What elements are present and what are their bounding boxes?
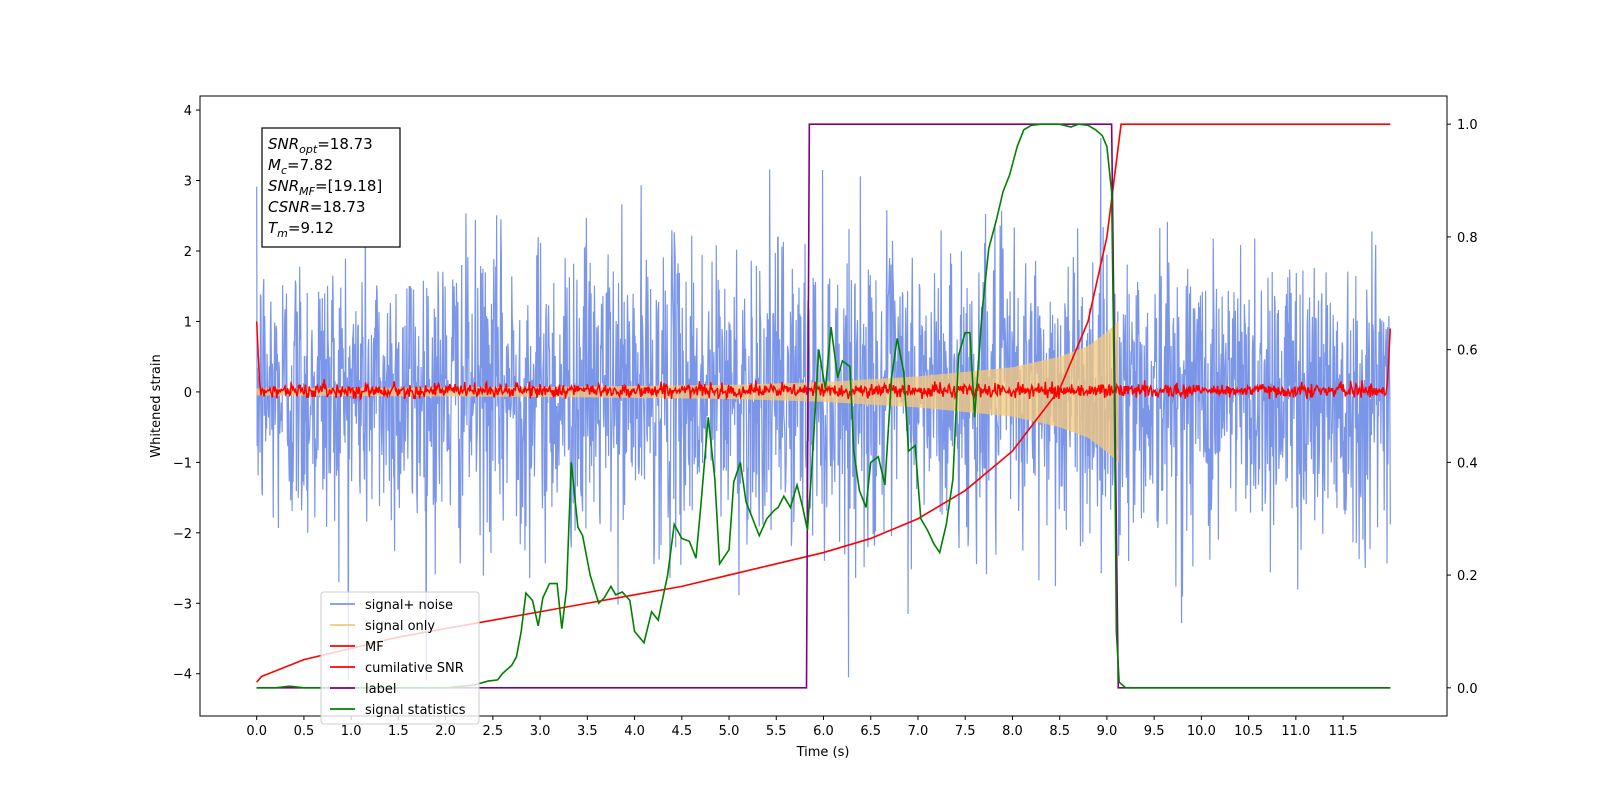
legend-entry: MF [365, 640, 384, 655]
series-mf [255, 321, 1392, 402]
legend: signal+ noise signal only MF cumilative SNR… [320, 591, 480, 725]
x-tick-label: 1.5 [388, 724, 409, 739]
x-tick-label: 11.0 [1281, 724, 1310, 739]
y-tick-label: −1 [173, 456, 192, 471]
legend-entry: cumilative SNR [365, 661, 464, 676]
x-tick-label: 3.5 [577, 724, 598, 739]
x-tick-label: 9.0 [1097, 724, 1118, 739]
y-right-tick-label: 0.0 [1457, 682, 1478, 697]
x-tick-label: 0.0 [246, 724, 267, 739]
info-subscript: opt [299, 143, 318, 156]
info-line: Mc=7.82 [268, 156, 333, 177]
y-axis-left: −4 −3 −2 −1 0 1 2 3 4 [173, 104, 200, 683]
legend-entry: label [365, 682, 396, 697]
x-tick-label: 6.0 [813, 724, 834, 739]
legend-entry: signal statistics [365, 703, 466, 718]
x-tick-label: 4.0 [624, 724, 645, 739]
y-right-tick-label: 0.8 [1457, 231, 1478, 246]
info-line: Tm=9.12 [268, 219, 334, 240]
info-symbol: CSNR [268, 198, 310, 216]
x-tick-label: 10.5 [1234, 724, 1263, 739]
y-right-tick-label: 0.6 [1457, 344, 1478, 359]
info-value: =7.82 [287, 156, 333, 174]
series-signal-statistics [256, 123, 1391, 689]
info-symbol: T [268, 219, 279, 237]
x-tick-label: 8.0 [1002, 724, 1023, 739]
info-symbol: SNR [268, 177, 299, 195]
y-tick-label: −4 [173, 668, 192, 683]
x-tick-label: 2.5 [483, 724, 504, 739]
y-tick-label: 4 [184, 104, 192, 119]
info-line: SNRMF=[19.18] [268, 177, 382, 198]
x-tick-label: 11.5 [1329, 724, 1358, 739]
legend-entry: signal only [365, 619, 435, 634]
legend-frame [320, 591, 480, 725]
y-tick-label: 3 [184, 175, 192, 190]
x-tick-label: 4.5 [671, 724, 692, 739]
info-subscript: c [281, 164, 287, 177]
y-axis-label: Whitened strain [149, 354, 164, 457]
info-line: SNRopt=18.73 [268, 135, 373, 156]
info-symbol: SNR [268, 135, 299, 153]
x-tick-label: 9.5 [1144, 724, 1165, 739]
x-tick-label: 2.0 [435, 724, 456, 739]
y-tick-label: 1 [184, 315, 192, 330]
x-tick-label: 7.0 [908, 724, 929, 739]
x-tick-label: 0.5 [294, 724, 315, 739]
info-value: =[19.18] [315, 177, 382, 195]
info-value: =9.12 [288, 219, 334, 237]
info-value: =18.73 [317, 135, 373, 153]
info-box-frame [261, 127, 401, 248]
info-line: CSNR=18.73 [268, 198, 365, 216]
info-value: =18.73 [310, 198, 366, 216]
legend-entry: signal+ noise [365, 598, 453, 613]
snr-info-box: SNRopt=18.73Mc=7.82SNRMF=[19.18]CSNR=18.… [261, 127, 401, 248]
x-tick-label: 6.5 [860, 724, 881, 739]
x-tick-label: 7.5 [955, 724, 976, 739]
series-signal-plus-noise [256, 138, 1391, 681]
y-tick-label: 2 [184, 245, 192, 260]
x-axis: 0.0 0.5 1.0 1.5 2.0 2.5 3.0 3.5 4.0 4.5 5.0 5.5 6.0 6… [246, 716, 1358, 739]
y-right-tick-label: 0.2 [1457, 569, 1478, 584]
x-tick-label: 5.5 [766, 724, 787, 739]
info-subscript: MF [299, 185, 315, 198]
x-tick-label: 10.0 [1187, 724, 1216, 739]
x-tick-label: 3.0 [530, 724, 551, 739]
x-axis-label: Time (s) [796, 745, 850, 760]
y-right-tick-label: 1.0 [1457, 118, 1478, 133]
x-tick-label: 1.0 [341, 724, 362, 739]
x-tick-label: 8.5 [1049, 724, 1070, 739]
info-subscript: m [277, 227, 288, 240]
x-tick-label: 5.0 [719, 724, 740, 739]
y-tick-label: −3 [173, 597, 192, 612]
y-right-tick-label: 0.4 [1457, 456, 1478, 471]
y-tick-label: −2 [173, 527, 192, 542]
y-tick-label: 0 [184, 386, 192, 401]
y-axis-right: 0.0 0.2 0.4 0.6 0.8 1.0 [1447, 118, 1478, 697]
info-symbol: M [268, 156, 281, 174]
